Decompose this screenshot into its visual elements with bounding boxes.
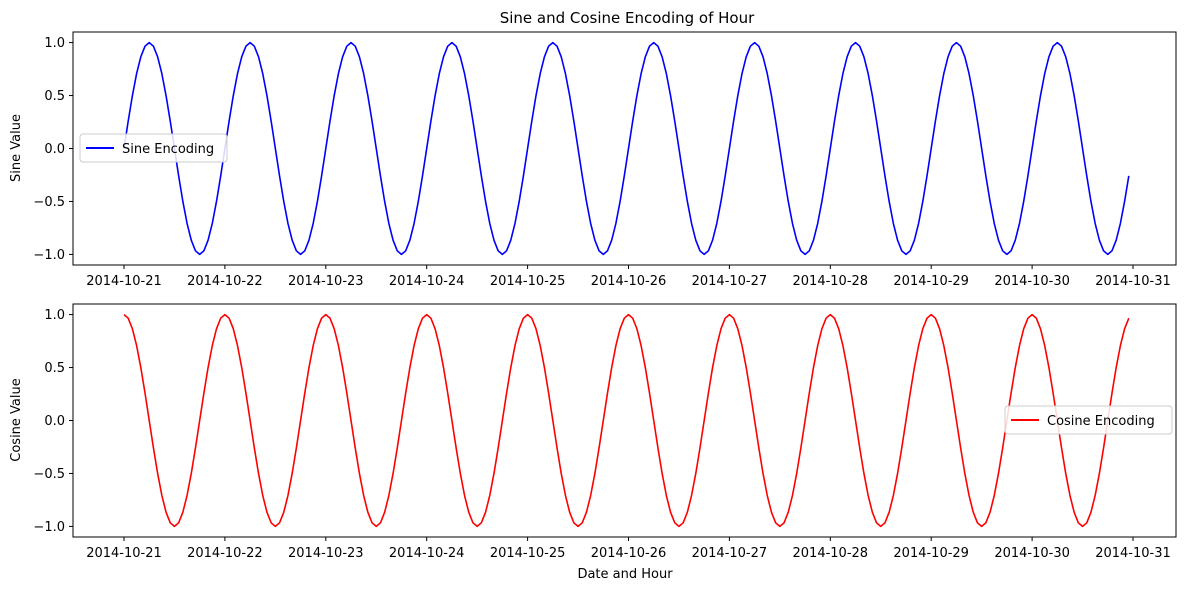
x-tick-label: 2014-10-25	[490, 546, 566, 561]
y-axis-label-sine: Sine Value	[9, 114, 24, 182]
cosine-legend: Cosine Encoding	[1004, 405, 1173, 435]
chart-title: Sine and Cosine Encoding of Hour	[500, 9, 755, 27]
x-tick-label: 2014-10-25	[490, 274, 566, 289]
x-tick-label: 2014-10-28	[793, 274, 869, 289]
y-tick-label: 0.0	[44, 142, 65, 157]
x-tick-label: 2014-10-26	[591, 274, 667, 289]
cosine-legend-box	[1004, 405, 1173, 435]
sine-plot-lines	[123, 41, 1130, 256]
x-tick-label: 2014-10-23	[288, 546, 364, 561]
cosine-axis-ticks: 2014-10-21 2014-10-22 2014-10-23 2014-10-24…	[33, 308, 1170, 561]
x-tick-label: 2014-10-27	[692, 546, 768, 561]
cosine-series-line	[123, 313, 1130, 528]
cosine-axes-frame	[72, 303, 1177, 538]
y-axis-label-cosine: Cosine Value	[9, 378, 24, 461]
x-tick-label: 2014-10-29	[893, 274, 969, 289]
y-tick-label: 0.5	[44, 361, 65, 376]
x-tick-label: 2014-10-21	[86, 546, 162, 561]
y-tick-label: −1.0	[33, 520, 65, 535]
y-tick-label: 1.0	[44, 308, 65, 323]
y-tick-label: 1.0	[44, 36, 65, 51]
y-tick-label: −0.5	[33, 467, 65, 482]
y-tick-label: 0.0	[44, 414, 65, 429]
x-tick-label: 2014-10-24	[389, 274, 465, 289]
sine-subplot: Sine and Cosine Encoding of Hour Sine Va…	[9, 9, 1177, 289]
x-tick-label: 2014-10-30	[994, 546, 1070, 561]
sine-axis-ticks: 2014-10-21 2014-10-22 2014-10-23 2014-10-24…	[33, 36, 1170, 289]
x-tick-label: 2014-10-30	[994, 274, 1070, 289]
sine-series-line	[123, 41, 1130, 256]
y-tick-label: −0.5	[33, 195, 65, 210]
sine-legend-box	[79, 133, 228, 163]
cosine-subplot: Cosine Value Date and Hour 2014-10-21 201…	[9, 303, 1177, 582]
x-tick-label: 2014-10-26	[591, 546, 667, 561]
x-tick-label: 2014-10-24	[389, 546, 465, 561]
y-tick-label: 0.5	[44, 89, 65, 104]
sine-legend-label: Sine Encoding	[122, 142, 214, 157]
x-tick-label: 2014-10-22	[187, 546, 263, 561]
x-tick-label: 2014-10-21	[86, 274, 162, 289]
sine-legend: Sine Encoding	[79, 133, 228, 163]
cosine-plot-lines	[123, 313, 1130, 528]
y-tick-label: −1.0	[33, 248, 65, 263]
x-tick-label: 2014-10-23	[288, 274, 364, 289]
cosine-legend-label: Cosine Encoding	[1047, 414, 1155, 429]
x-tick-label: 2014-10-31	[1095, 274, 1171, 289]
x-tick-label: 2014-10-31	[1095, 546, 1171, 561]
x-axis-label: Date and Hour	[577, 567, 673, 582]
x-tick-label: 2014-10-22	[187, 274, 263, 289]
x-tick-label: 2014-10-27	[692, 274, 768, 289]
x-tick-label: 2014-10-29	[893, 546, 969, 561]
x-tick-label: 2014-10-28	[793, 546, 869, 561]
sine-axes-frame	[72, 31, 1177, 266]
